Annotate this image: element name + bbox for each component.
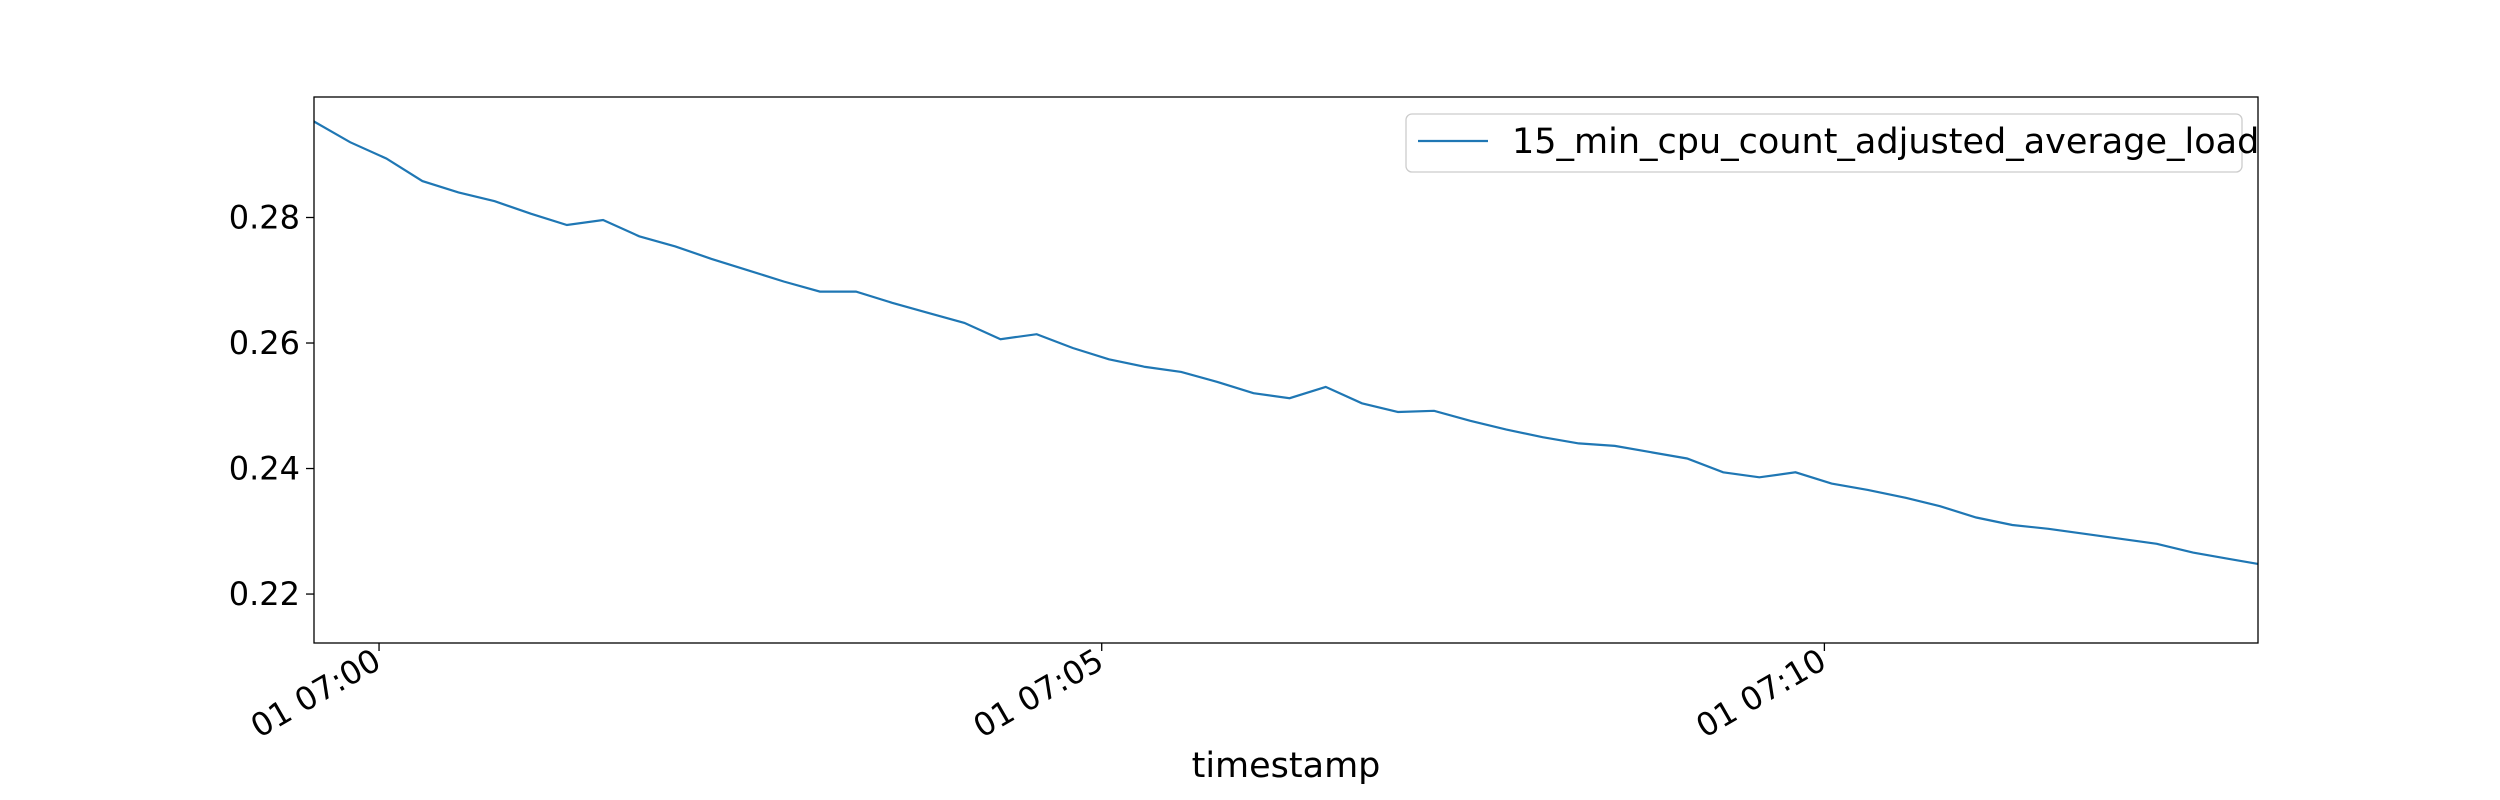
x-tick-label: 01 07:10 [1689, 641, 1832, 745]
legend-box [1405, 113, 2243, 173]
x-tick-label: 01 07:00 [244, 641, 387, 745]
plot-area [313, 96, 2259, 644]
series-line-15-min-cpu-load [313, 120, 2259, 565]
legend: 15_min_cpu_count_adjusted_average_load [1405, 113, 2259, 173]
y-tick-label: 0.22 [229, 575, 300, 613]
y-axis: 0.22 0.24 0.26 0.28 [229, 198, 314, 613]
x-axis: 01 07:00 01 07:05 01 07:10 [244, 641, 1832, 745]
plot-frame [313, 96, 2259, 644]
y-tick-label: 0.24 [229, 450, 300, 488]
y-tick-label: 0.26 [229, 324, 300, 362]
legend-label: 15_min_cpu_count_adjusted_average_load [1512, 122, 2259, 162]
x-tick-label: 01 07:05 [967, 641, 1110, 745]
x-axis-label: timestamp [1192, 746, 1381, 786]
y-tick-label: 0.28 [229, 198, 300, 236]
